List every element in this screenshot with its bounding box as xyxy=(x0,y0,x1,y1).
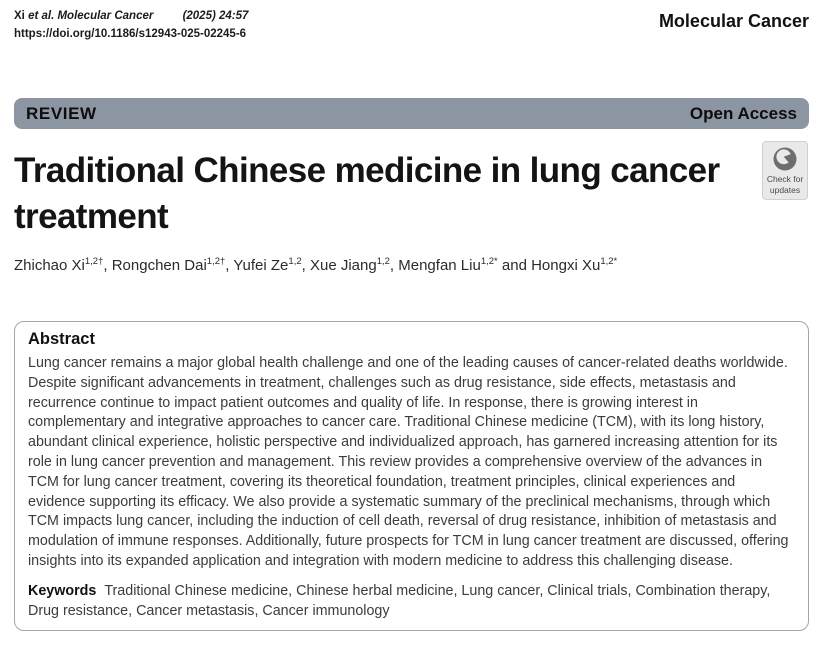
author-name: Yufei Ze xyxy=(233,257,289,274)
author-affiliation-sup: 1,2† xyxy=(206,256,226,267)
check-badge-line2: updates xyxy=(769,184,801,195)
citation-block: Xi et al. Molecular Cancer (2025) 24:57 … xyxy=(14,8,248,42)
author-affiliation-sup: 1,2* xyxy=(600,256,618,267)
page-title: Traditional Chinese medicine in lung can… xyxy=(14,148,754,240)
article-type-label: REVIEW xyxy=(26,103,97,123)
keywords-label: Keywords xyxy=(28,582,97,599)
open-access-label: Open Access xyxy=(689,103,797,123)
article-first-page: Xi et al. Molecular Cancer (2025) 24:57 … xyxy=(14,0,809,632)
citation-issue: (2025) 24:57 xyxy=(182,10,249,22)
author-name: Hongxi Xu xyxy=(531,257,601,274)
page-header: Xi et al. Molecular Cancer (2025) 24:57 … xyxy=(14,0,809,42)
check-for-updates-badge[interactable]: Check for updates xyxy=(762,141,808,200)
review-banner: REVIEW Open Access xyxy=(14,98,809,129)
journal-name: Molecular Cancer xyxy=(658,11,809,31)
keywords-line: Keywords Traditional Chinese medicine, Ch… xyxy=(28,582,795,622)
author-name: Rongchen Dai xyxy=(111,257,207,274)
title-line-1: Traditional Chinese medicine in lung can… xyxy=(14,151,720,190)
author-affiliation-sup: 1,2† xyxy=(84,256,104,267)
keywords-text: Traditional Chinese medicine, Chinese he… xyxy=(28,582,771,619)
crossmark-circle-icon xyxy=(773,147,797,171)
author-affiliation-sup: 1,2 xyxy=(288,256,302,267)
title-line-2: treatment xyxy=(14,197,169,236)
author-affiliation-sup: 1,2 xyxy=(376,256,390,267)
author-affiliation-sup: 1,2* xyxy=(480,256,498,267)
citation-line: Xi et al. Molecular Cancer (2025) 24:57 xyxy=(14,8,248,24)
abstract-heading: Abstract xyxy=(28,330,95,348)
abstract-text: Lung cancer remains a major global healt… xyxy=(28,355,789,569)
check-badge-line1: Check for xyxy=(766,174,804,184)
citation-author: Xi xyxy=(14,10,25,22)
doi-link[interactable]: https://doi.org/10.1186/s12943-025-02245… xyxy=(14,28,247,40)
author-name: Xue Jiang xyxy=(309,257,377,274)
abstract-box: Abstract Lung cancer remains a major glo… xyxy=(14,321,809,632)
authors-line: Zhichao Xi1,2†, Rongchen Dai1,2†, Yufei … xyxy=(14,256,618,274)
author-name: Mengfan Liu xyxy=(398,257,481,274)
author-name: Zhichao Xi xyxy=(14,257,85,274)
citation-journal: et al. Molecular Cancer xyxy=(28,10,154,22)
